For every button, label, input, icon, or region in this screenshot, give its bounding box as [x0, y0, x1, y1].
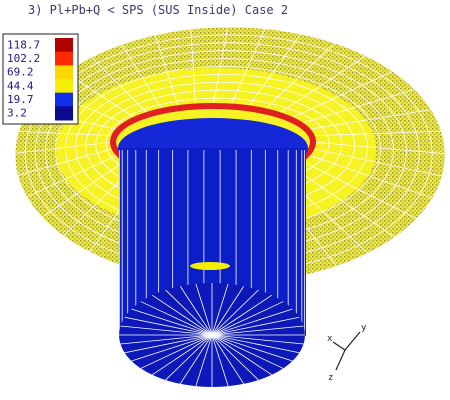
mesh-radial — [140, 301, 213, 336]
legend-swatch — [55, 79, 73, 94]
mesh-radial — [311, 147, 445, 180]
axis-x-label: x — [327, 334, 333, 344]
mesh-radial — [246, 27, 309, 109]
mesh-radial — [15, 130, 115, 137]
legend-swatch — [55, 92, 73, 107]
axis-triad — [332, 331, 361, 371]
mesh-radial — [289, 64, 407, 120]
mesh-radial — [289, 164, 407, 246]
mesh-radial — [189, 27, 197, 107]
axis-z-label: z — [328, 373, 333, 383]
mesh-radial — [211, 285, 245, 336]
mesh-radial — [114, 33, 164, 112]
mesh-radial — [299, 159, 430, 226]
mesh-radial — [211, 334, 304, 345]
mesh-radial — [15, 141, 114, 156]
mesh-radial — [211, 334, 229, 387]
mesh-radial — [211, 325, 304, 336]
view-title: 3) Pl+Pb+Q < SPS (SUS Inside) Case 2 — [28, 3, 288, 17]
mesh-radial — [306, 106, 445, 131]
mesh-radial — [131, 308, 213, 336]
bottom-mesh — [119, 283, 305, 387]
mesh-radial — [81, 47, 150, 115]
mesh-radial — [262, 33, 346, 112]
mesh-radial — [311, 130, 445, 137]
mesh-radial — [131, 334, 213, 362]
mesh-radial — [211, 334, 259, 381]
mesh-radial — [165, 289, 213, 336]
mesh-radial — [150, 27, 180, 109]
legend-swatch — [55, 106, 73, 121]
mesh-radial — [211, 334, 293, 362]
mesh-radial — [211, 301, 284, 336]
mesh-radial — [179, 334, 213, 385]
mesh-radial — [306, 153, 445, 204]
mesh-radial — [277, 47, 379, 115]
mesh-radial — [229, 27, 271, 107]
mesh-radial — [211, 334, 284, 369]
legend-label: 19.7 — [7, 93, 34, 106]
mesh-radial — [124, 334, 213, 354]
legend-label: 3.2 — [7, 107, 27, 120]
mesh-radial — [165, 334, 213, 381]
legend-swatch — [55, 38, 73, 53]
mesh-radial — [15, 147, 115, 180]
mesh-radial — [120, 325, 213, 336]
mesh-radial — [211, 316, 300, 336]
mesh-radial — [211, 308, 293, 336]
legend-swatch — [55, 51, 73, 66]
mesh-radial — [312, 141, 445, 156]
axis-y-label: y — [361, 323, 367, 333]
mesh-radial — [211, 334, 300, 354]
mesh-radial — [140, 334, 213, 369]
mesh-radial — [211, 283, 229, 336]
mesh-radial — [30, 159, 127, 226]
legend-label: 118.7 — [7, 38, 40, 51]
mesh-radial — [299, 84, 430, 125]
mesh-radial — [195, 283, 213, 336]
mesh-radial — [179, 285, 213, 336]
mesh-radial — [211, 289, 259, 336]
mesh-radial — [151, 334, 213, 376]
mesh-radial — [211, 294, 273, 336]
legend-label: 69.2 — [7, 66, 34, 79]
mesh-radial — [124, 316, 213, 336]
legend-label: 102.2 — [7, 52, 40, 65]
mesh-radial — [195, 334, 213, 387]
mesh-radial — [15, 153, 120, 204]
mesh-radial — [211, 334, 245, 385]
yellow-spot — [190, 262, 230, 270]
mesh-radial — [120, 334, 213, 345]
mesh-radial — [212, 27, 231, 107]
legend-swatch — [55, 65, 73, 80]
mesh-radial — [151, 294, 213, 336]
legend-label: 44.4 — [7, 79, 34, 92]
mesh-radial — [211, 334, 273, 376]
